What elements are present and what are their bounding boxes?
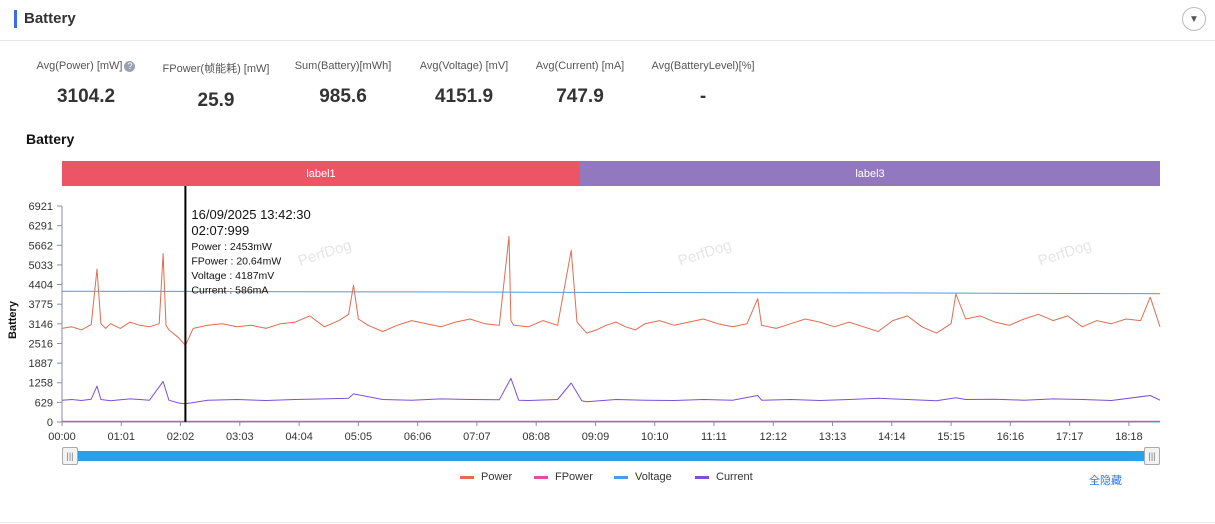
legend-label: Power — [481, 471, 513, 483]
x-tick-label: 02:02 — [167, 431, 195, 443]
y-tick-label: 1258 — [29, 378, 53, 390]
x-tick-label: 05:05 — [345, 431, 373, 443]
x-tick-label: 04:04 — [285, 431, 313, 443]
tooltip-datetime: 16/09/2025 13:42:30 — [191, 207, 310, 222]
stat-label: Avg(Power) [mW] — [36, 60, 123, 72]
label-segment-text: label1 — [306, 167, 336, 180]
x-tick-label: 08:08 — [522, 431, 550, 443]
legend-label: Current — [716, 471, 753, 483]
legend-item-voltage[interactable]: Voltage — [614, 471, 672, 483]
hide-all-link[interactable]: 全隐藏 — [1089, 475, 1122, 487]
chart-section-title: Battery — [26, 131, 75, 147]
y-tick-label: 5662 — [29, 240, 53, 252]
bottom-divider — [0, 522, 1215, 523]
zoom-slider-track[interactable] — [62, 451, 1160, 461]
panel-header: Battery ▼ — [0, 0, 1215, 41]
y-tick-label: 0 — [47, 417, 53, 429]
x-tick-label: 14:14 — [878, 431, 906, 443]
x-tick-label: 00:00 — [48, 431, 76, 443]
watermark-text: PerfDog — [296, 237, 354, 270]
x-tick-label: 15:15 — [937, 431, 965, 443]
stat-label: Avg(Voltage) [mV] — [419, 60, 509, 72]
x-tick-label: 03:03 — [226, 431, 254, 443]
title-accent-bar — [14, 10, 17, 28]
stat-label: FPower(帧能耗) [mW] — [162, 63, 270, 75]
stat-label: Avg(BatteryLevel)[%] — [651, 60, 755, 72]
label-segment-text: label3 — [855, 167, 885, 180]
x-tick-label: 18:18 — [1115, 431, 1143, 443]
tooltip-value-line: Voltage : 4187mV — [191, 270, 274, 282]
legend-swatch — [614, 475, 628, 479]
stat-value: - — [699, 86, 707, 107]
battery-line-chart[interactable]: PerfDog PerfDog PerfDog 0 629 1258 1887 2516 31… — [0, 186, 1215, 448]
x-tick-label: 13:13 — [819, 431, 847, 443]
label-segment-label1[interactable]: label1 — [62, 161, 580, 186]
x-tick-label: 01:01 — [108, 431, 136, 443]
watermark-text: PerfDog — [676, 237, 734, 270]
series-line-power — [61, 235, 1161, 346]
tooltip-value-line: FPower : 20.64mW — [191, 256, 281, 268]
stat-value: 747.9 — [556, 86, 604, 107]
x-tick-label: 16:16 — [997, 431, 1025, 443]
legend-item-current[interactable]: Current — [695, 471, 753, 483]
x-tick-label: 06:06 — [404, 431, 432, 443]
y-tick-label: 6291 — [29, 221, 53, 233]
watermark-text: PerfDog — [1036, 237, 1094, 270]
stat-value: 985.6 — [319, 86, 367, 107]
x-tick-label: 17:17 — [1056, 431, 1084, 443]
stat-avg-power: Avg(Power) [mW]? 3104.2 — [36, 60, 136, 108]
y-tick-label: 2516 — [29, 338, 53, 350]
series-line-voltage — [61, 290, 1161, 295]
help-icon[interactable]: ? — [124, 60, 136, 72]
y-tick-label: 1887 — [29, 358, 53, 370]
x-tick-label: 11:11 — [701, 431, 727, 443]
y-tick-label: 4404 — [29, 280, 53, 292]
panel-title: Battery — [24, 10, 76, 27]
stat-label: Sum(Battery)[mWh] — [294, 60, 392, 72]
legend-label: Voltage — [635, 471, 672, 483]
zoom-slider-left-handle[interactable]: ||| — [62, 447, 78, 465]
legend-swatch — [695, 475, 709, 479]
series-line-current — [61, 377, 1161, 405]
x-tick-label: 12:12 — [760, 431, 788, 443]
y-axis-label: Battery — [7, 300, 19, 339]
collapse-toggle-button[interactable]: ▼ — [1182, 7, 1206, 31]
zoom-slider[interactable]: ||| ||| — [62, 447, 1160, 465]
x-tick-label: 10:10 — [641, 431, 669, 443]
y-tick-label: 5033 — [29, 260, 53, 272]
tooltip-time: 02:07:999 — [191, 223, 249, 238]
stat-avg-voltage: Avg(Voltage) [mV] 4151.9 — [414, 60, 514, 108]
stat-avg-current: Avg(Current) [mA] 747.9 — [531, 60, 629, 108]
stat-fpower: FPower(帧能耗) [mW] 25.9 — [160, 60, 272, 112]
legend-item-fpower[interactable]: FPower — [534, 471, 593, 483]
legend-item-power[interactable]: Power — [460, 471, 512, 483]
legend-label: FPower — [555, 471, 593, 483]
x-tick-label: 09:09 — [582, 431, 610, 443]
y-tick-label: 629 — [35, 397, 53, 409]
y-tick-label: 3146 — [29, 319, 53, 331]
label-segment-label3[interactable]: label3 — [580, 161, 1160, 186]
tooltip-value-line: Power : 2453mW — [191, 241, 272, 253]
y-tick-label: 3775 — [29, 299, 53, 311]
legend-swatch — [460, 475, 474, 479]
chevron-down-icon: ▼ — [1189, 13, 1199, 25]
y-tick-label: 6921 — [29, 201, 53, 213]
zoom-slider-right-handle[interactable]: ||| — [1144, 447, 1160, 465]
tooltip-value-line: Current : 586mA — [191, 285, 268, 297]
stat-avg-battery-level: Avg(BatteryLevel)[%] - — [648, 60, 758, 108]
stat-value: 25.9 — [197, 90, 235, 111]
stat-sum-battery: Sum(Battery)[mWh] 985.6 — [291, 60, 395, 108]
chart-legend: Power FPower Voltage Current — [0, 471, 1215, 487]
stat-label: Avg(Current) [mA] — [535, 60, 625, 72]
stat-value: 4151.9 — [434, 86, 494, 107]
legend-swatch — [534, 475, 548, 479]
stat-value: 3104.2 — [56, 86, 116, 107]
x-tick-label: 07:07 — [463, 431, 491, 443]
